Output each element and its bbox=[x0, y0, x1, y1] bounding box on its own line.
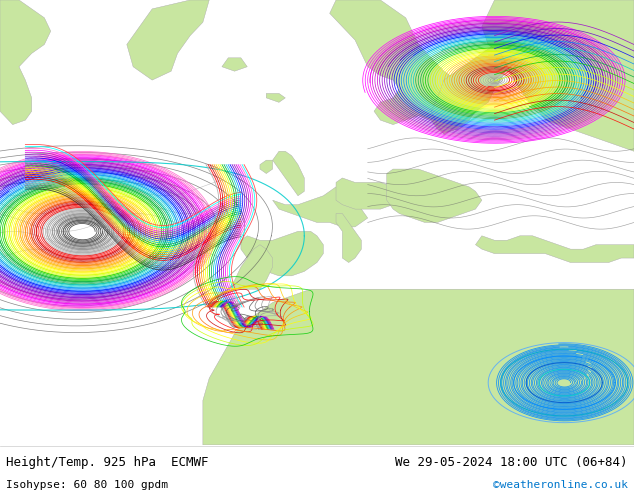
Polygon shape bbox=[336, 214, 361, 263]
Polygon shape bbox=[228, 245, 273, 289]
Polygon shape bbox=[476, 236, 634, 263]
Polygon shape bbox=[330, 0, 476, 133]
Polygon shape bbox=[260, 160, 273, 173]
Polygon shape bbox=[0, 0, 51, 124]
Polygon shape bbox=[273, 187, 368, 227]
Text: We 29-05-2024 18:00 UTC (06+84): We 29-05-2024 18:00 UTC (06+84) bbox=[395, 456, 628, 469]
Text: Isohypse: 60 80 100 gpdm: Isohypse: 60 80 100 gpdm bbox=[6, 480, 169, 490]
Text: ©weatheronline.co.uk: ©weatheronline.co.uk bbox=[493, 480, 628, 490]
Polygon shape bbox=[203, 289, 634, 445]
Polygon shape bbox=[482, 0, 634, 151]
Polygon shape bbox=[336, 178, 412, 209]
Polygon shape bbox=[241, 231, 323, 276]
Text: Height/Temp. 925 hPa  ECMWF: Height/Temp. 925 hPa ECMWF bbox=[6, 456, 209, 469]
Polygon shape bbox=[127, 0, 209, 80]
Polygon shape bbox=[266, 94, 285, 102]
Polygon shape bbox=[273, 151, 304, 196]
Polygon shape bbox=[431, 45, 507, 133]
Polygon shape bbox=[222, 58, 247, 71]
Polygon shape bbox=[387, 169, 482, 222]
